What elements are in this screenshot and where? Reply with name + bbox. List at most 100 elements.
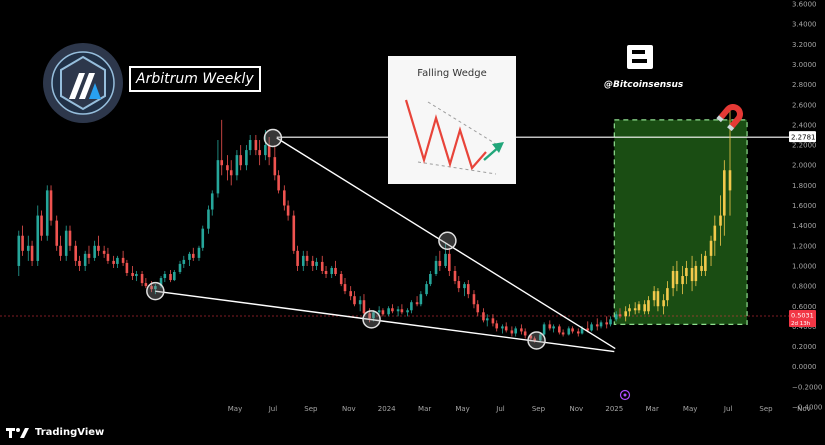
projected-candle bbox=[713, 225, 717, 241]
candle bbox=[121, 257, 125, 263]
projected-candle bbox=[685, 267, 688, 277]
candle bbox=[87, 253, 91, 258]
y-tick-label: 3.2000 bbox=[792, 41, 817, 49]
touch-point-circle bbox=[263, 128, 283, 148]
y-tick-label: 3.4000 bbox=[792, 21, 817, 29]
candle bbox=[273, 157, 277, 176]
candle bbox=[97, 245, 100, 251]
current-price-label: 0.5031 bbox=[791, 312, 814, 320]
candle bbox=[45, 190, 49, 236]
candle bbox=[226, 165, 229, 171]
x-tick-label: Jul bbox=[723, 405, 733, 413]
candle bbox=[334, 267, 337, 275]
touch-point-circle bbox=[362, 310, 381, 329]
falling-wedge-card: Falling Wedge bbox=[388, 56, 516, 184]
x-tick-label: Nov bbox=[342, 405, 356, 413]
y-tick-label: 1.8000 bbox=[792, 182, 817, 190]
candle bbox=[36, 215, 40, 261]
candle bbox=[504, 326, 508, 331]
candle bbox=[320, 261, 324, 271]
x-tick-label: Nov bbox=[797, 405, 811, 413]
candle bbox=[529, 335, 533, 339]
chart-marker-icon bbox=[619, 389, 631, 401]
y-tick-label: 0.6000 bbox=[792, 303, 817, 311]
candle bbox=[191, 253, 195, 258]
candle bbox=[207, 209, 210, 229]
candle bbox=[254, 140, 258, 151]
candle bbox=[64, 230, 68, 256]
candle bbox=[491, 318, 495, 324]
x-tick-label: Sep bbox=[759, 405, 773, 413]
x-tick-label: 2025 bbox=[605, 405, 623, 413]
candle bbox=[296, 250, 299, 266]
candle bbox=[55, 220, 59, 246]
candle bbox=[614, 314, 618, 320]
projected-candle bbox=[662, 300, 665, 307]
falling-wedge-label: Falling Wedge bbox=[417, 68, 487, 79]
candle bbox=[410, 302, 413, 311]
candle bbox=[245, 150, 248, 166]
projected-candle bbox=[633, 308, 637, 311]
candle bbox=[210, 193, 214, 210]
x-tick-label: Mar bbox=[418, 405, 431, 413]
projected-candle bbox=[681, 276, 684, 285]
candle bbox=[26, 245, 30, 251]
candle bbox=[381, 310, 385, 315]
projected-candle bbox=[719, 215, 722, 226]
magnet-icon bbox=[716, 104, 743, 132]
candle bbox=[434, 260, 438, 275]
candle bbox=[387, 308, 390, 315]
candle bbox=[49, 190, 53, 221]
wedge-upper-line bbox=[276, 137, 616, 350]
candle bbox=[571, 328, 574, 332]
candle bbox=[542, 324, 546, 335]
candle bbox=[548, 324, 552, 329]
candle bbox=[178, 263, 182, 272]
candle bbox=[78, 260, 81, 266]
candle bbox=[169, 274, 172, 281]
candle bbox=[292, 215, 296, 251]
x-tick-label: Nov bbox=[570, 405, 584, 413]
candle bbox=[74, 245, 77, 261]
candle bbox=[106, 253, 110, 261]
projected-candle bbox=[656, 291, 660, 307]
y-tick-label: −0.2000 bbox=[792, 383, 822, 391]
y-tick-label: 0.2000 bbox=[792, 343, 817, 351]
candle bbox=[154, 286, 157, 290]
x-tick-label: Sep bbox=[304, 405, 318, 413]
target-price-label: 2.2781 bbox=[791, 134, 816, 142]
candle bbox=[485, 318, 489, 321]
y-tick-label: 3.6000 bbox=[792, 1, 817, 9]
countdown-label: 2d 13h bbox=[791, 321, 811, 327]
candle bbox=[163, 274, 167, 279]
target-price-badge bbox=[789, 131, 816, 143]
x-tick-label: Sep bbox=[532, 405, 546, 413]
projected-candle bbox=[675, 270, 679, 285]
y-tick-label: 2.2000 bbox=[792, 142, 817, 150]
candle bbox=[448, 253, 451, 271]
candle bbox=[453, 270, 457, 282]
projected-candle bbox=[690, 267, 694, 282]
candle bbox=[476, 304, 480, 313]
candle bbox=[580, 328, 584, 334]
price-chart[interactable]: 3.6000 3.4000 3.2000 3.0000 2.8000 2.6000 2.40… bbox=[0, 0, 825, 420]
projected-candle bbox=[723, 170, 726, 216]
tradingview-logo[interactable]: TradingView bbox=[6, 427, 104, 439]
candle bbox=[17, 235, 21, 266]
tradingview-label: TradingView bbox=[35, 427, 105, 438]
candle bbox=[415, 302, 419, 305]
candlestick-series bbox=[17, 119, 622, 343]
wedge-lower-line bbox=[155, 290, 615, 353]
y-tick-label: −0.4000 bbox=[792, 404, 822, 412]
falling-wedge-icon bbox=[404, 99, 504, 175]
x-tick-label: Jul bbox=[495, 405, 505, 413]
candle bbox=[561, 332, 565, 335]
candle bbox=[116, 257, 119, 264]
candle bbox=[599, 322, 603, 327]
brand-b-logo-icon bbox=[627, 45, 653, 69]
candle bbox=[514, 328, 517, 334]
candle bbox=[68, 230, 72, 246]
projected-candle bbox=[628, 308, 631, 312]
candle bbox=[301, 255, 305, 266]
